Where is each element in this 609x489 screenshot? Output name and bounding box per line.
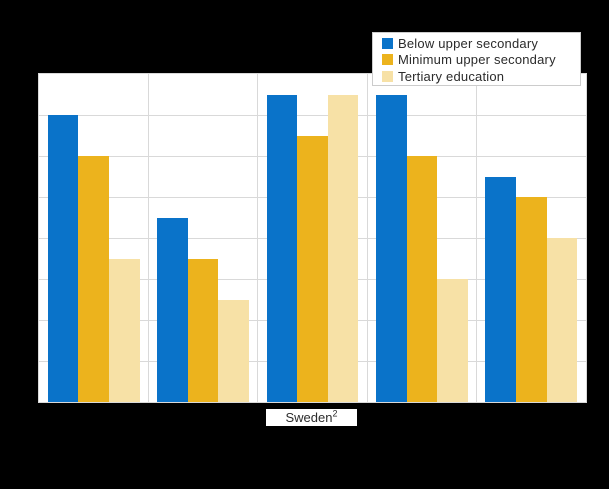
plot-area — [38, 73, 587, 403]
legend-item-label: Below upper secondary — [398, 35, 539, 51]
x-axis-label-sweden: Sweden2 — [266, 409, 357, 426]
x-axis-label-text: Sweden — [285, 410, 333, 425]
legend-swatch-blue-icon — [382, 37, 393, 49]
legend-swatch-orange-icon — [382, 54, 393, 66]
bar-group2-minimum-upper-secondary — [187, 258, 219, 402]
bar-group3-tertiary-education — [327, 94, 359, 402]
bar-group3-below-upper-secondary — [266, 94, 298, 402]
bar-group4-minimum-upper-secondary — [406, 156, 438, 402]
legend: Below upper secondary Minimum upper seco… — [372, 32, 581, 86]
horizontal-gridline — [39, 114, 586, 116]
x-axis-label-superscript: 2 — [332, 408, 338, 419]
legend-item-label: Minimum upper secondary — [398, 52, 556, 68]
bar-group1-below-upper-secondary — [47, 115, 79, 402]
bar-group5-minimum-upper-secondary — [516, 197, 547, 402]
legend-item-tertiary-education[interactable]: Tertiary education — [382, 68, 580, 85]
bar-group5-below-upper-secondary — [485, 176, 516, 402]
vertical-gridline — [476, 74, 478, 402]
vertical-gridline — [366, 74, 368, 402]
bar-group2-below-upper-secondary — [157, 217, 188, 402]
bar-group1-tertiary-education — [109, 258, 140, 402]
vertical-gridline — [147, 74, 149, 402]
legend-item-below-upper-secondary[interactable]: Below upper secondary — [382, 35, 580, 52]
legend-swatch-cream-icon — [382, 70, 393, 82]
legend-item-minimum-upper-secondary[interactable]: Minimum upper secondary — [382, 52, 580, 69]
legend-item-label: Tertiary education — [398, 68, 505, 84]
vertical-gridline — [257, 74, 259, 402]
bar-group2-tertiary-education — [218, 299, 249, 402]
bar-group4-tertiary-education — [437, 279, 468, 402]
bar-group3-minimum-upper-secondary — [297, 135, 328, 402]
bar-group5-tertiary-education — [546, 238, 578, 402]
bar-group4-below-upper-secondary — [376, 94, 407, 402]
bar-group1-minimum-upper-secondary — [78, 156, 109, 402]
